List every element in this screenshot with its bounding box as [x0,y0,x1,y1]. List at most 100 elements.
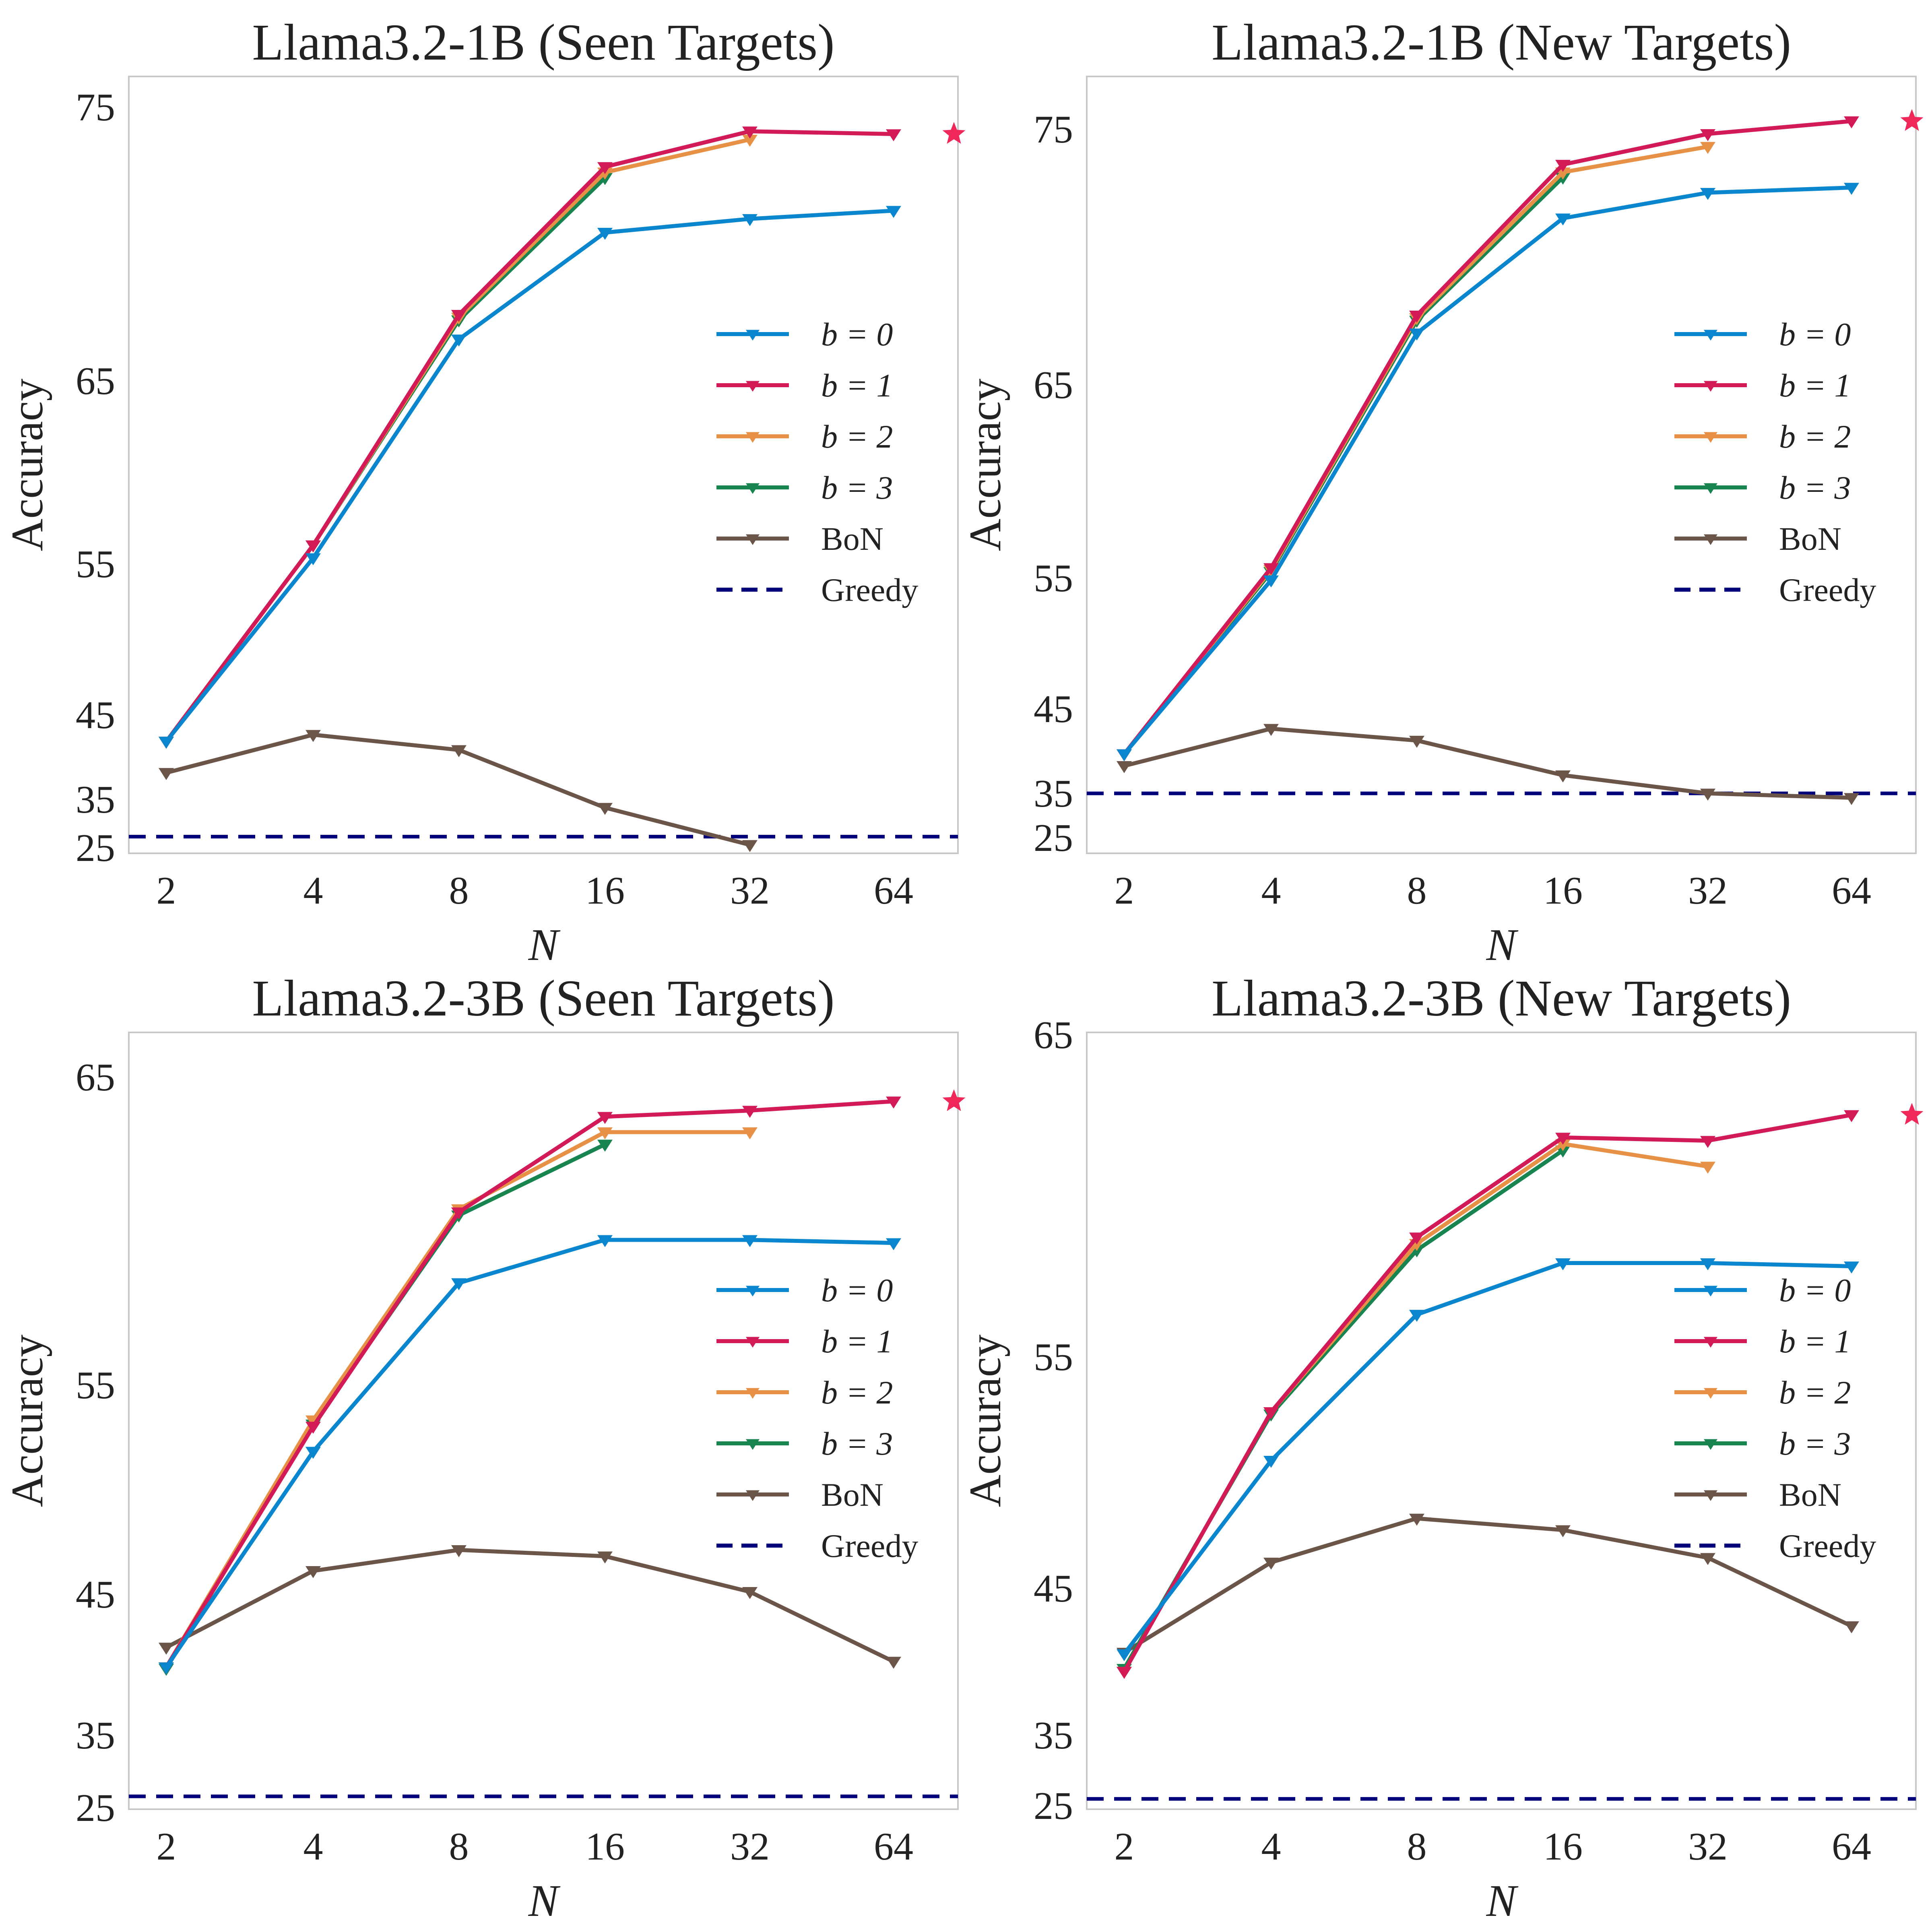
x-tick-label: 64 [1832,869,1871,912]
legend-label: b = 1 [1779,367,1851,404]
data-point-b3 [597,1139,613,1152]
legend-marker [746,432,760,443]
x-tick-label: 8 [449,869,469,912]
data-point-b1 [1555,1133,1571,1145]
x-axis-label: N [1486,920,1519,970]
series-line-b1 [164,129,894,743]
data-point-b0 [159,1662,174,1675]
data-point-bon [1409,1513,1424,1526]
y-tick-label: 55 [1034,557,1073,600]
legend-label: BoN [1779,1476,1841,1513]
series-line-b2 [1123,144,1708,755]
data-point-b0 [597,228,613,240]
data-point-b0 [1555,213,1571,226]
data-point-b1 [305,540,321,553]
data-point-bon [1263,724,1279,736]
legend-label: b = 1 [821,1323,893,1360]
data-point-b0 [1555,1258,1571,1271]
data-point-b1 [451,1207,466,1220]
chart-title: Llama3.2-3B (Seen Targets) [252,970,834,1027]
chart-title: Llama3.2-3B (New Targets) [1212,970,1791,1027]
data-point-b1 [597,1112,613,1124]
series-line-b3 [1122,1148,1564,1670]
y-axis-label: Accuracy [960,378,1010,551]
data-point-bon [742,1587,758,1599]
x-tick-label: 16 [585,869,625,912]
x-tick-label: 64 [1832,1825,1871,1868]
chart-title: Llama3.2-1B (New Targets) [1212,14,1791,71]
y-axis-label: Accuracy [2,1334,52,1507]
legend-label: b = 0 [821,1272,893,1309]
legend-label: Greedy [1779,1527,1876,1564]
legend-label: b = 3 [821,1425,893,1462]
data-point-bon [1555,770,1571,782]
data-point-bon [597,1551,613,1564]
legend-marker [1704,330,1717,341]
legend-label: b = 0 [1779,316,1851,353]
y-tick-label: 25 [76,826,115,870]
y-tick-label: 45 [76,1573,115,1616]
best-star-marker [942,1089,966,1111]
chart-panel-3: Llama3.2-3B (Seen Targets) 25 35 45 55 65 2 4 8 1… [2,970,966,1926]
data-point-b1 [1555,160,1571,172]
series-line-bon [1123,727,1852,800]
data-point-bon [159,1643,174,1655]
x-tick-label: 8 [449,1825,469,1868]
x-tick-label: 16 [1543,1825,1583,1868]
legend-marker [1704,381,1717,392]
series-line-b1 [1123,119,1852,755]
legend-marker [1704,432,1717,443]
legend-marker [1704,1286,1717,1297]
legend-marker [746,1286,760,1297]
data-point-b0 [597,1235,613,1247]
best-star-marker [1900,1103,1924,1125]
legend-marker [1704,534,1717,545]
legend-label: BoN [821,520,883,557]
data-point-b0 [451,1278,466,1290]
series-line-bon [165,1548,895,1664]
data-point-bon [1700,1553,1715,1565]
x-axis-label: N [528,1876,561,1926]
data-point-bon [1844,1621,1859,1633]
data-point-bon [597,803,613,815]
x-tick-label: 64 [874,1825,913,1868]
plot-frame [128,1032,959,1810]
x-axis-label: N [1486,1876,1519,1926]
data-point-b0 [1263,575,1279,588]
legend-marker [1704,1388,1717,1399]
x-tick-label: 8 [1407,1825,1427,1868]
data-point-b1 [1117,1667,1132,1679]
legend-label: b = 2 [1779,1374,1851,1411]
legend-marker [1704,1490,1717,1501]
y-tick-label: 65 [76,359,115,403]
legend-label: b = 3 [821,469,893,506]
legend-label: BoN [1779,520,1841,557]
x-tick-label: 16 [585,1825,625,1868]
x-tick-label: 8 [1407,869,1427,912]
legend-marker [746,1490,760,1501]
best-star-marker [1900,109,1924,131]
series-line-b0 [1123,1261,1852,1655]
x-tick-label: 2 [1115,869,1134,912]
data-point-b1 [1844,116,1859,128]
y-tick-label: 35 [76,778,115,822]
data-point-b1 [1409,1232,1424,1245]
x-tick-label: 32 [730,1825,770,1868]
data-point-b1 [1700,129,1715,141]
best-star-marker [942,122,966,144]
x-tick-label: 4 [1261,869,1281,912]
data-point-b0 [1263,1455,1279,1468]
data-point-b1 [1844,1110,1859,1123]
data-point-b1 [1263,563,1279,576]
data-point-b0 [451,334,466,347]
data-point-b2 [597,1127,613,1139]
series-line-b1 [164,1099,894,1668]
y-tick-label: 65 [1034,363,1073,407]
data-point-b1 [451,310,466,322]
y-tick-label: 35 [1034,1714,1073,1757]
legend-label: Greedy [1779,572,1876,608]
legend-label: b = 0 [821,316,893,353]
y-tick-label: 55 [1034,1335,1073,1379]
